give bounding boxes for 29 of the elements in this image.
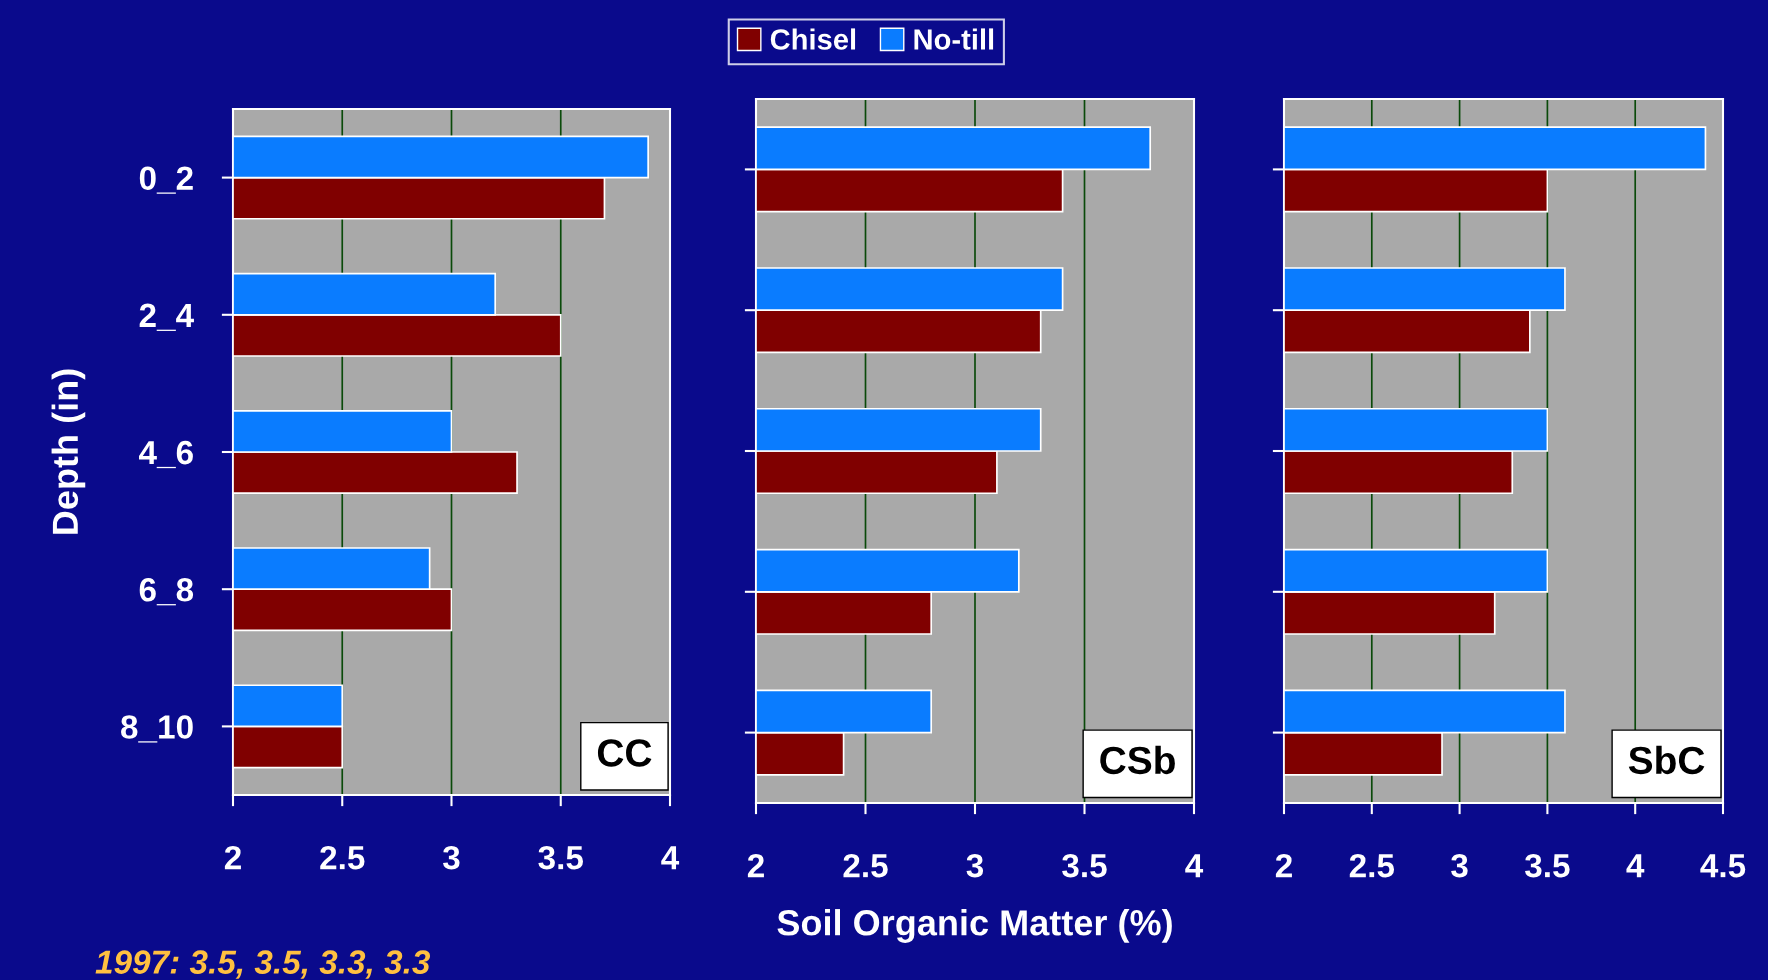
x-tick-label: 4 (661, 846, 680, 870)
x-tick-label: 2.5 (1349, 853, 1395, 878)
x-tick-label: 3 (443, 845, 460, 870)
x-axis-title: Soil Organic Matter (%) (777, 909, 1172, 943)
annotation: SbC (1628, 745, 1705, 775)
x-tick-label: 4 (1626, 854, 1645, 878)
text: 1997: 3.5, 3.5, 3.3, 3.3 (95, 950, 431, 979)
x-tick-label: 2 (1275, 853, 1292, 878)
x-tick-label: 2.5 (843, 853, 888, 878)
annotation: CSb (1100, 745, 1175, 775)
x-tick-label: 3.5 (538, 845, 583, 870)
y-tick-label: 6_8 (139, 578, 194, 606)
x-tick-label: 2 (747, 853, 764, 878)
x-tick-label: 3.5 (1062, 853, 1107, 878)
x-tick-label: 3 (966, 853, 984, 878)
x-tick-label: 3 (1451, 853, 1468, 878)
x-tick-label: 3.5 (1525, 853, 1570, 878)
legend-label: Chisel (770, 28, 856, 50)
x-tick-label: 4.5 (1700, 854, 1746, 878)
y-tick-label: 8_10 (121, 715, 193, 743)
y-tick-label: 0_2 (139, 166, 193, 194)
x-tick-label: 2.5 (320, 845, 365, 870)
y-tick-label: 2_4 (139, 303, 194, 331)
x-tick-label: 2 (224, 845, 241, 870)
legend-label: No-till (914, 28, 994, 50)
y-axis-title: Depth (in) (51, 369, 86, 534)
x-tick-label: 4 (1185, 854, 1204, 878)
annotation: CC (597, 739, 652, 767)
y-tick-label: 4_6 (139, 440, 193, 469)
